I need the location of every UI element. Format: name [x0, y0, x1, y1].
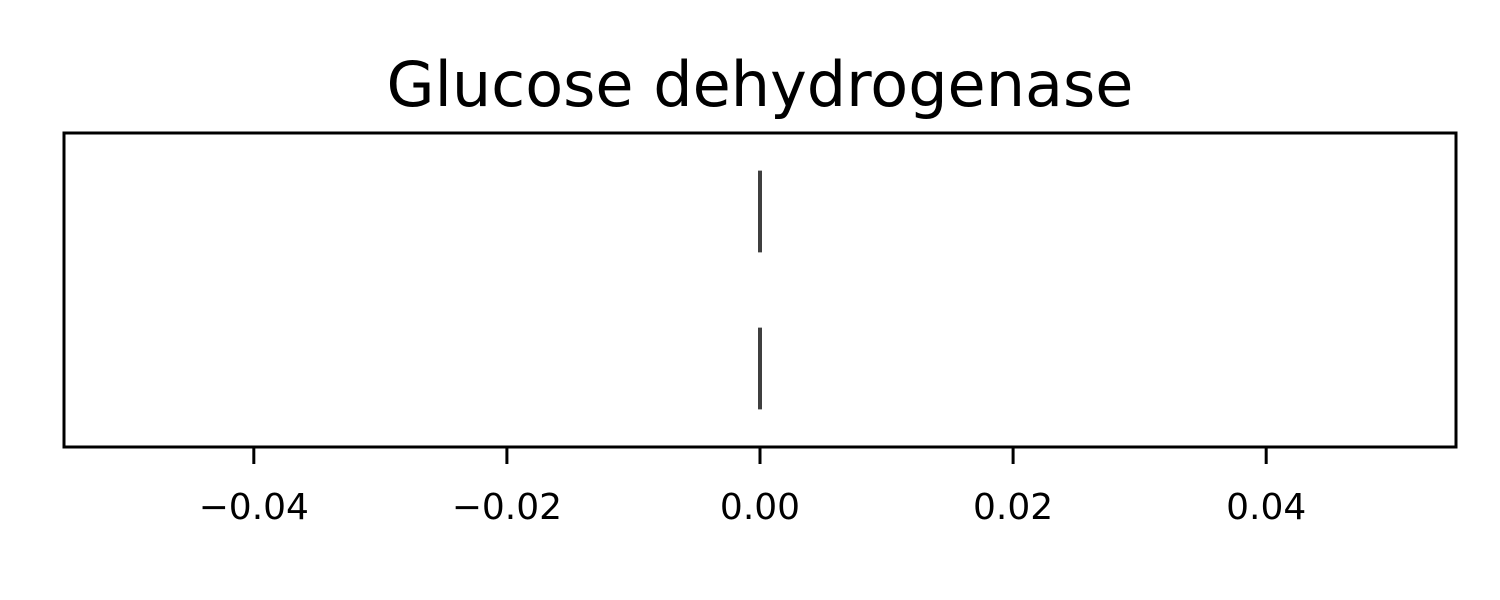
x-tick-label: 0.04 [1226, 487, 1306, 528]
x-tick-label: 0.02 [973, 487, 1053, 528]
x-tick-label: −0.04 [199, 487, 309, 528]
x-tick-label: −0.02 [452, 487, 562, 528]
x-tick-label: 0.00 [720, 487, 800, 528]
chart-title: Glucose dehydrogenase [387, 48, 1134, 121]
x-axis: −0.04 −0.02 0.00 0.02 0.04 [199, 447, 1306, 528]
